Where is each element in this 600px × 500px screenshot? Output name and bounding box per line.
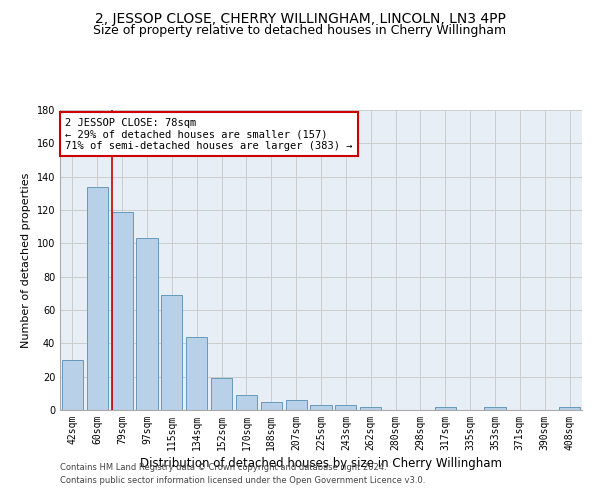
Bar — [161, 295, 182, 410]
Bar — [435, 406, 456, 410]
Text: 2, JESSOP CLOSE, CHERRY WILLINGHAM, LINCOLN, LN3 4PP: 2, JESSOP CLOSE, CHERRY WILLINGHAM, LINC… — [95, 12, 505, 26]
Text: Contains public sector information licensed under the Open Government Licence v3: Contains public sector information licen… — [60, 476, 425, 485]
Bar — [136, 238, 158, 410]
Bar — [261, 402, 282, 410]
Bar — [236, 395, 257, 410]
Text: Contains HM Land Registry data © Crown copyright and database right 2024.: Contains HM Land Registry data © Crown c… — [60, 464, 386, 472]
Y-axis label: Number of detached properties: Number of detached properties — [21, 172, 31, 348]
Bar — [62, 360, 83, 410]
Bar — [112, 212, 133, 410]
Bar — [559, 406, 580, 410]
Text: 2 JESSOP CLOSE: 78sqm
← 29% of detached houses are smaller (157)
71% of semi-det: 2 JESSOP CLOSE: 78sqm ← 29% of detached … — [65, 118, 353, 150]
Bar — [186, 336, 207, 410]
Text: Size of property relative to detached houses in Cherry Willingham: Size of property relative to detached ho… — [94, 24, 506, 37]
Bar — [286, 400, 307, 410]
Bar — [484, 406, 506, 410]
Bar — [310, 405, 332, 410]
Bar — [335, 405, 356, 410]
Bar — [360, 406, 381, 410]
Bar — [87, 186, 108, 410]
Bar — [211, 378, 232, 410]
X-axis label: Distribution of detached houses by size in Cherry Willingham: Distribution of detached houses by size … — [140, 457, 502, 470]
